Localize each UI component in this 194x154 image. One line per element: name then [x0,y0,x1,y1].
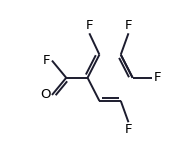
Text: F: F [86,19,93,32]
Text: O: O [40,88,50,101]
Text: F: F [154,71,161,84]
Text: F: F [125,123,132,136]
Text: F: F [43,54,50,67]
Text: F: F [125,19,132,32]
